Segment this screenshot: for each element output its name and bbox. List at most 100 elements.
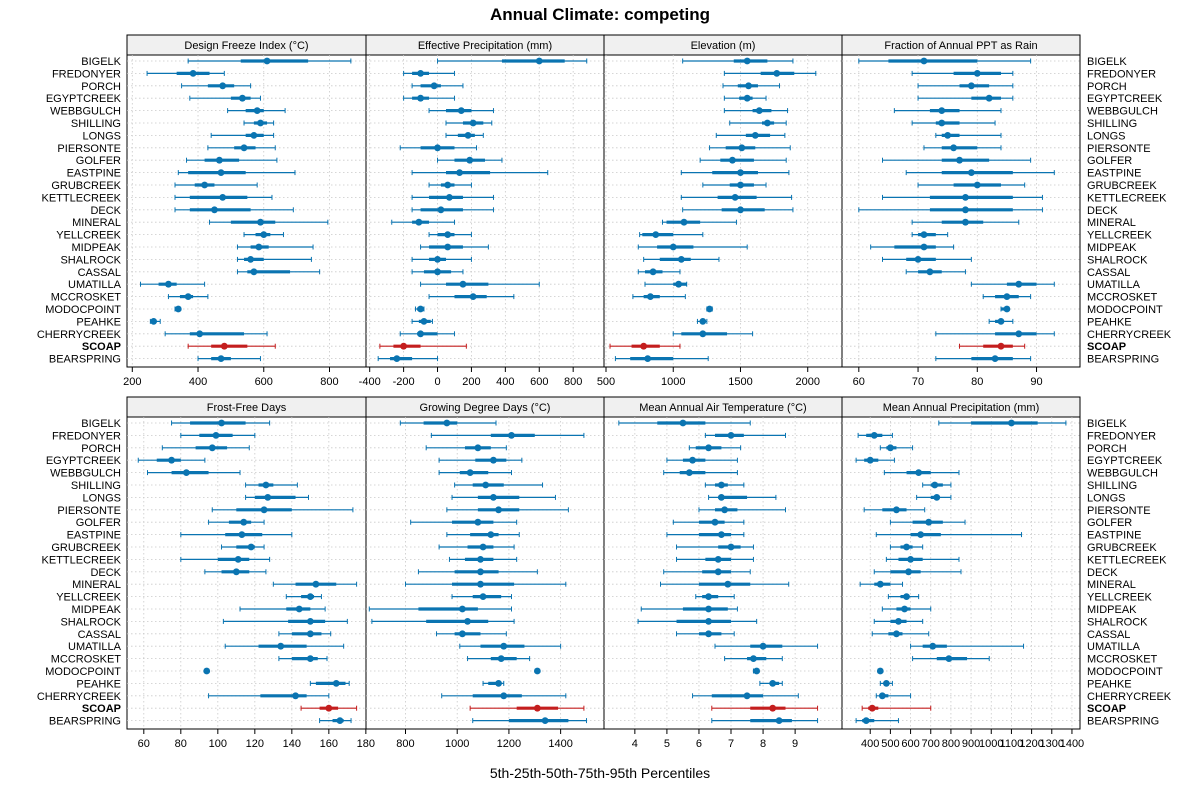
median-point (417, 70, 424, 77)
median-point (500, 692, 508, 700)
median-point (705, 605, 712, 613)
site-label-left: CASSAL (78, 629, 121, 641)
median-point (477, 580, 484, 588)
median-point (325, 704, 333, 712)
median-point (263, 57, 271, 65)
x-tick-label: 0 (434, 376, 440, 388)
site-label-right: CASSAL (1087, 267, 1130, 279)
site-label-right: FREDONYER (1087, 68, 1156, 80)
site-label-right: SHALROCK (1087, 616, 1148, 628)
x-tick-label: 200 (123, 376, 141, 388)
median-point (260, 506, 268, 514)
median-point (743, 94, 751, 102)
median-point (711, 518, 719, 526)
site-label-left: SHILLING (71, 118, 121, 130)
median-point (775, 717, 783, 724)
median-point (705, 630, 712, 638)
median-point (907, 556, 914, 563)
site-label-left: SCOAP (82, 341, 121, 353)
median-point (508, 432, 515, 439)
median-point (217, 355, 225, 362)
median-point (217, 169, 225, 177)
site-label-left: KETTLECREEK (42, 554, 122, 566)
median-point (292, 692, 299, 700)
median-point (212, 432, 220, 439)
site-label-left: CASSAL (78, 267, 121, 279)
median-point (306, 618, 314, 625)
median-point (417, 330, 424, 338)
site-label-right: GRUBCREEK (1087, 180, 1157, 192)
x-tick-label: 1400 (548, 738, 572, 750)
x-tick-label: 400 (189, 376, 207, 388)
median-point (533, 704, 541, 712)
median-point (430, 82, 438, 90)
median-point (466, 469, 474, 476)
median-point (208, 444, 216, 452)
median-point (417, 94, 424, 102)
median-point (677, 256, 685, 263)
median-point (238, 94, 246, 102)
median-point (277, 642, 285, 650)
median-point (253, 107, 261, 114)
site-label-right: GOLFER (1087, 155, 1132, 167)
site-label-right: UMATILLA (1087, 279, 1141, 291)
site-label-left: PIERSONTE (57, 143, 121, 155)
median-point (247, 543, 255, 551)
median-point (444, 231, 452, 239)
site-label-left: UMATILLA (68, 641, 122, 653)
site-label-right: CHERRYCREEK (1087, 691, 1172, 703)
site-label-right: MIDPEAK (1087, 604, 1137, 616)
median-point (699, 318, 707, 325)
median-point (215, 156, 223, 164)
site-label-left: YELLCREEK (56, 230, 121, 242)
median-point (312, 580, 320, 588)
median-point (706, 305, 713, 313)
median-point (238, 531, 246, 538)
site-label-left: LONGS (82, 492, 121, 504)
median-point (218, 419, 225, 427)
median-point (219, 82, 227, 90)
median-point (997, 318, 1005, 325)
median-point (257, 119, 264, 127)
x-tick-label: 600 (255, 376, 273, 388)
median-point (737, 206, 744, 214)
median-point (714, 556, 722, 563)
median-point (479, 543, 487, 551)
x-tick-label: 180 (357, 738, 375, 750)
median-point (165, 280, 172, 288)
median-point (457, 107, 465, 114)
median-point (262, 481, 270, 489)
median-point (882, 680, 890, 687)
site-label-right: BIGELK (1087, 56, 1127, 68)
median-point (750, 655, 757, 662)
x-tick-label: 800 (320, 376, 338, 388)
x-tick-label: 400 (496, 376, 514, 388)
median-point (500, 642, 508, 650)
median-point (731, 194, 739, 201)
x-tick-label: -200 (393, 376, 415, 388)
site-label-right: EGYPTCREEK (1087, 455, 1163, 467)
median-point (962, 194, 969, 201)
median-point (469, 293, 477, 300)
x-tick-label: 200 (462, 376, 480, 388)
site-label-right: DECK (1087, 205, 1118, 217)
site-label-right: PORCH (1087, 443, 1127, 455)
median-point (232, 568, 240, 576)
x-tick-label: 60 (853, 376, 865, 388)
median-point (533, 667, 541, 675)
x-tick-label: 800 (564, 376, 582, 388)
x-tick-label: 800 (396, 738, 414, 750)
x-tick-label: 500 (597, 376, 615, 388)
site-label-right: PIERSONTE (1087, 143, 1151, 155)
site-label-left: MINERAL (72, 217, 121, 229)
median-point (717, 481, 725, 489)
median-point (1015, 280, 1023, 288)
median-point (182, 469, 190, 476)
site-label-right: DECK (1087, 567, 1118, 579)
panel-title: Growing Degree Days (°C) (420, 402, 551, 414)
site-label-right: MODOCPOINT (1087, 304, 1163, 316)
median-point (705, 593, 712, 600)
x-tick-label: 8 (760, 738, 766, 750)
median-point (769, 704, 777, 712)
